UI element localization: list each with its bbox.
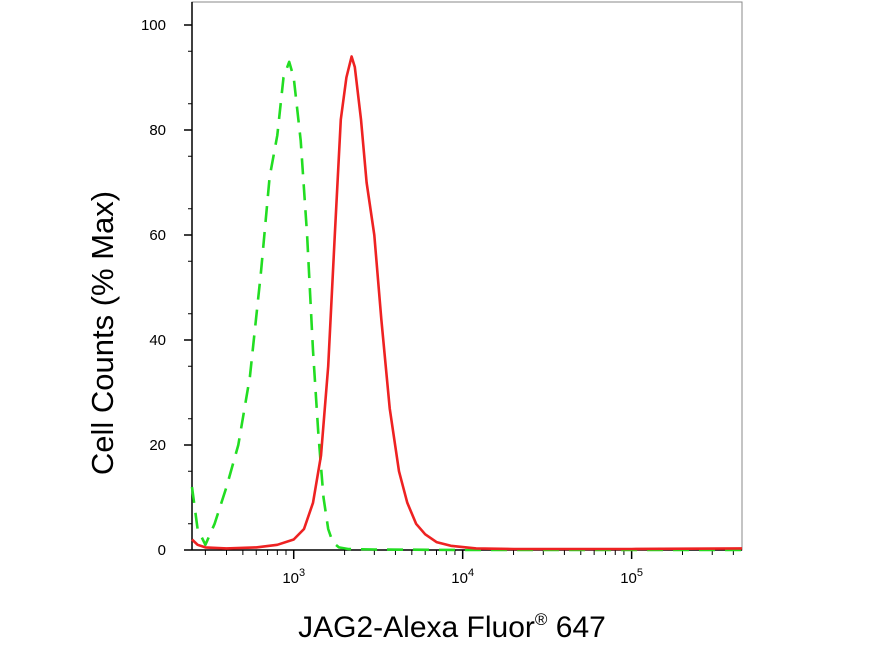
control-histogram-line xyxy=(190,60,742,552)
x-axis-title: JAG2-Alexa Fluor® 647 xyxy=(298,610,606,644)
y-tick-label: 20 xyxy=(149,437,166,454)
series-group xyxy=(190,55,743,552)
x-axis-title-main: JAG2-Alexa Fluor xyxy=(298,611,535,644)
x-tick-label: 103 xyxy=(282,567,305,587)
y-tick-label: 80 xyxy=(149,122,166,139)
y-tick-label: 100 xyxy=(141,17,166,34)
x-tick-exponent: 3 xyxy=(299,567,305,579)
y-tick-label: 0 xyxy=(158,542,166,559)
x-tick-label: 104 xyxy=(451,567,474,587)
y-tick-label: 60 xyxy=(149,227,166,244)
x-axis-title-suffix: 647 xyxy=(547,611,605,644)
x-ticks: 103 104 105 xyxy=(204,550,734,587)
y-ticks: 0 20 40 60 80 100 xyxy=(141,17,192,559)
plot-frame xyxy=(191,1,743,551)
x-axis-title-registered-mark: ® xyxy=(535,610,548,629)
x-tick-label: 105 xyxy=(620,567,643,587)
x-tick-base: 10 xyxy=(620,570,637,587)
y-tick-label: 40 xyxy=(149,332,166,349)
x-tick-base: 10 xyxy=(451,570,468,587)
sample-histogram-line xyxy=(191,55,743,551)
x-tick-exponent: 5 xyxy=(637,567,643,579)
x-tick-base: 10 xyxy=(282,570,299,587)
x-tick-exponent: 4 xyxy=(468,567,474,579)
y-axis-title: Cell Counts (% Max) xyxy=(85,191,120,475)
